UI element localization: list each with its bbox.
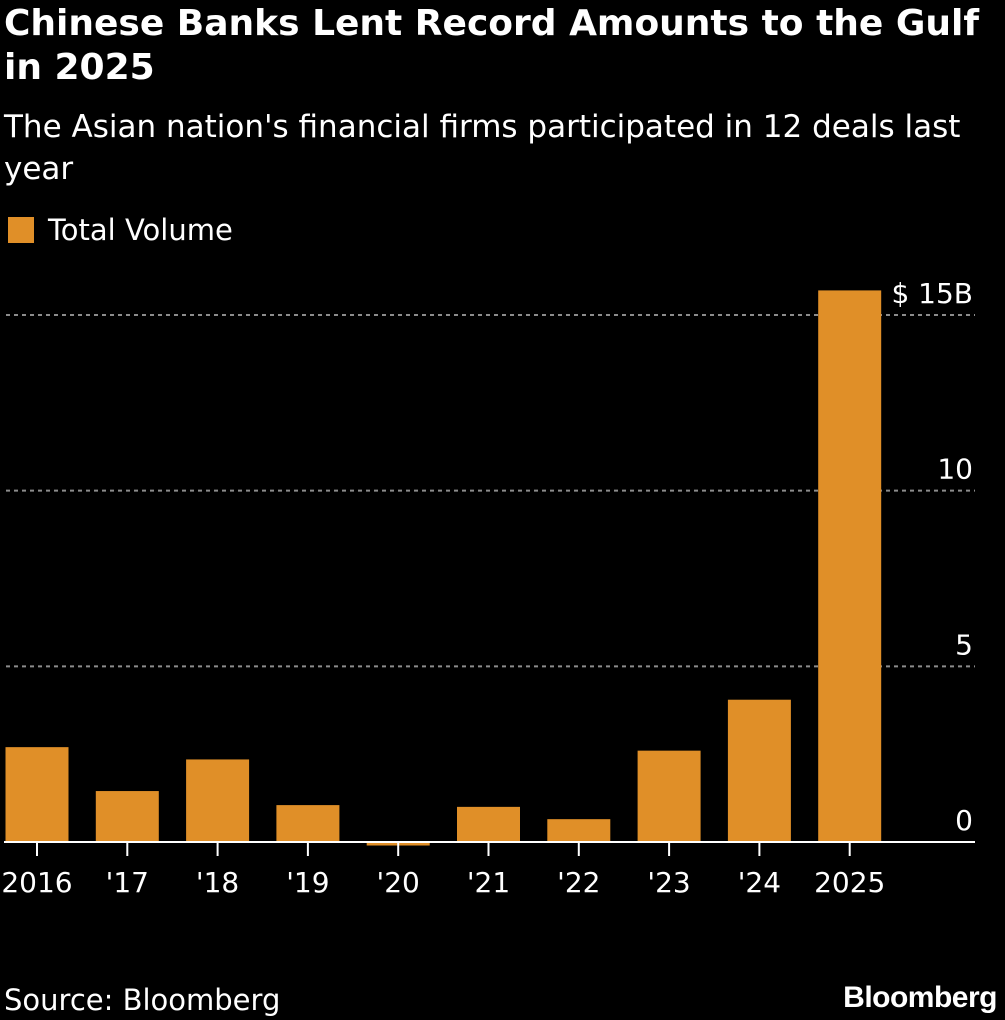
bloomberg-logo: Bloomberg <box>843 981 997 1014</box>
x-tick-label-21: '21 <box>467 866 510 899</box>
y-tick-label-10: 10 <box>937 453 973 486</box>
legend: Total Volume <box>8 212 233 248</box>
x-tick-label-18: '18 <box>196 866 239 899</box>
x-tick-label-2016: 2016 <box>1 866 72 899</box>
bar-17 <box>95 791 159 842</box>
bar-2025 <box>818 290 882 842</box>
x-tick-label-17: '17 <box>106 866 149 899</box>
y-tick-label-0: 0 <box>955 804 973 837</box>
x-tick-label-22: '22 <box>557 866 600 899</box>
y-tick-label-15: $ 15B <box>891 277 973 310</box>
y-tick-label-5: 5 <box>955 628 973 661</box>
bar-23 <box>637 750 701 842</box>
x-tick-label-2025: 2025 <box>814 866 885 899</box>
bar-21 <box>457 806 520 842</box>
legend-swatch-total-volume <box>8 217 34 243</box>
legend-label-total-volume: Total Volume <box>48 213 233 247</box>
x-tick-label-20: '20 <box>377 866 420 899</box>
x-tick-label-23: '23 <box>647 866 690 899</box>
x-tick-label-24: '24 <box>738 866 781 899</box>
bar-18 <box>186 759 250 842</box>
bar-19 <box>276 805 340 842</box>
bar-chart: 0 5 10 $ 15B 2016 '17 '18 '19 '20 '21 '22 '23 '24 202… <box>1 277 975 899</box>
bar-2016 <box>5 747 69 842</box>
x-tick-label-19: '19 <box>286 866 329 899</box>
chart-subtitle: The Asian nation's financial firms parti… <box>4 109 961 187</box>
bar-22 <box>547 819 611 842</box>
source-note: Source: Bloomberg <box>4 983 281 1017</box>
chart-title: Chinese Banks Lent Record Amounts to the… <box>4 3 980 88</box>
bar-24 <box>727 699 791 842</box>
